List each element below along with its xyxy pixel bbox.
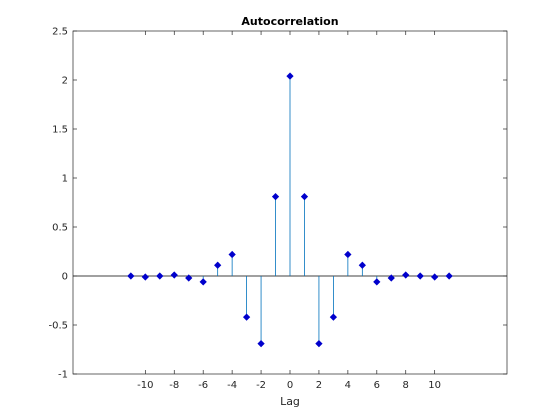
stem-marker [257,339,265,348]
stem-marker [387,274,395,282]
y-tick-label: -1 [58,370,68,381]
x-tick-label: -4 [227,380,237,391]
y-tick-label: 0.5 [52,223,68,234]
x-tick-label: 10 [428,380,441,391]
stem-marker [373,278,381,286]
stem-marker [431,273,439,281]
stem-marker [271,192,280,201]
stem-marker [329,313,338,321]
stem-marker [199,278,207,286]
y-axis-ticks: -1 -0.5 0 0.5 1 1.5 2 2.5 [48,27,507,381]
stem-marker [344,250,352,259]
stem-series [127,72,453,348]
y-tick-label: 2 [62,76,68,87]
stem-marker [185,274,193,282]
x-tick-label: -6 [198,380,208,391]
y-tick-label: -0.5 [48,321,68,332]
stem-marker [214,261,222,269]
x-axis-label: Lag [280,395,300,408]
stem-marker [156,272,164,280]
y-tick-label: 1.5 [52,125,68,136]
chart-title: Autocorrelation [241,15,338,28]
x-tick-label: 6 [374,380,380,391]
stem-marker [300,192,309,201]
x-axis-ticks: -10 -8 -6 -4 -2 0 2 4 6 8 10 [137,31,441,391]
x-tick-label: -2 [256,380,266,391]
stem-marker [315,339,323,348]
x-tick-label: -8 [169,380,179,391]
x-tick-label: 0 [287,380,293,391]
y-tick-label: 1 [62,174,68,185]
stem-marker [228,250,236,259]
stem-marker [402,271,410,279]
y-tick-label: 2.5 [52,27,68,38]
stem-marker [127,272,135,280]
x-tick-label: 8 [403,380,409,391]
x-tick-label: -10 [137,380,153,391]
stem-marker [416,272,424,280]
stem-marker [445,272,453,280]
stem-marker [286,72,294,80]
x-tick-label: 4 [345,380,351,391]
x-tick-label: 2 [316,380,322,391]
stem-marker [141,273,149,281]
stem-marker [358,261,366,269]
y-tick-label: 0 [62,272,68,283]
stem-marker [170,271,178,279]
stem-marker [242,313,251,321]
